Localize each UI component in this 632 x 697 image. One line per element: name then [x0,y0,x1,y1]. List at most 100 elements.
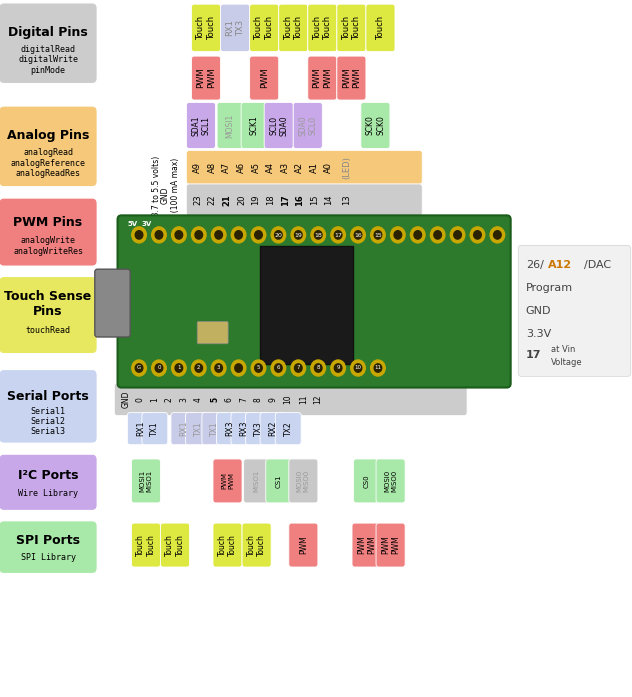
FancyBboxPatch shape [131,523,161,567]
FancyBboxPatch shape [337,4,366,52]
Text: A12: A12 [548,260,572,270]
Circle shape [251,227,265,243]
FancyBboxPatch shape [231,413,257,445]
Text: G: G [137,365,141,370]
FancyBboxPatch shape [308,4,337,52]
Text: 13: 13 [342,194,351,206]
Text: 6: 6 [225,397,234,401]
Text: 3.3V: 3.3V [526,329,551,339]
FancyBboxPatch shape [250,4,279,52]
Text: A7: A7 [222,162,231,173]
Circle shape [391,227,405,243]
FancyBboxPatch shape [216,413,242,445]
Text: 18: 18 [266,194,275,206]
Text: PWM: PWM [299,536,308,554]
Text: Digital Pins: Digital Pins [8,26,88,38]
FancyBboxPatch shape [265,459,292,503]
FancyBboxPatch shape [245,413,271,445]
Text: 1: 1 [150,397,159,401]
Text: 9: 9 [336,365,340,370]
Circle shape [191,227,206,243]
Circle shape [295,231,302,239]
Text: SDA1
SCL1: SDA1 SCL1 [191,115,210,136]
Circle shape [235,364,243,372]
FancyBboxPatch shape [352,523,381,567]
Text: A1: A1 [310,162,319,173]
FancyBboxPatch shape [0,3,97,84]
Text: 15: 15 [374,233,382,238]
FancyBboxPatch shape [213,459,242,503]
Text: 16: 16 [295,194,304,206]
Text: PWM
PWM: PWM PWM [357,536,376,554]
Text: 17: 17 [334,233,342,238]
Text: 17: 17 [281,194,289,206]
FancyBboxPatch shape [128,413,154,445]
Circle shape [215,364,222,372]
Text: 5: 5 [210,397,219,402]
Circle shape [135,364,143,372]
Circle shape [211,227,226,243]
Text: A8: A8 [208,162,217,173]
Text: A5: A5 [252,162,260,173]
Text: PWM
PWM: PWM PWM [313,68,332,89]
Text: A6: A6 [237,162,246,173]
FancyBboxPatch shape [0,198,97,266]
Text: 15: 15 [310,194,319,206]
Text: CS1: CS1 [276,474,282,488]
Text: RX1
TX3: RX1 TX3 [226,20,245,36]
Text: RX1: RX1 [136,421,145,436]
Text: SCL0
SDA0: SCL0 SDA0 [269,115,288,136]
Text: 4: 4 [194,397,203,401]
FancyBboxPatch shape [186,413,211,445]
Text: 2: 2 [165,397,174,401]
FancyBboxPatch shape [376,523,405,567]
Text: PWM: PWM [260,68,269,89]
Circle shape [175,364,183,372]
FancyBboxPatch shape [114,383,467,415]
FancyBboxPatch shape [289,459,318,503]
Circle shape [334,231,342,239]
Circle shape [334,364,342,372]
FancyBboxPatch shape [0,521,97,574]
Circle shape [411,227,425,243]
Text: Touch
Touch: Touch Touch [255,16,274,40]
Text: GND: GND [526,306,551,316]
Text: Serial Ports: Serial Ports [7,390,89,403]
FancyBboxPatch shape [213,523,242,567]
Text: I²C Ports: I²C Ports [18,468,78,482]
Text: TX1: TX1 [210,422,219,436]
Text: /DAC: /DAC [584,260,611,270]
FancyBboxPatch shape [264,102,293,148]
Text: SPI Library: SPI Library [20,553,76,562]
FancyBboxPatch shape [260,413,286,445]
FancyBboxPatch shape [0,369,97,443]
Text: 12: 12 [313,395,322,404]
Text: at Vin: at Vin [551,346,576,354]
Circle shape [155,231,163,239]
FancyBboxPatch shape [217,102,243,148]
Text: 3: 3 [179,397,188,401]
FancyBboxPatch shape [366,4,395,52]
Circle shape [331,360,345,376]
Text: MISO1: MISO1 [253,470,260,492]
Circle shape [394,231,402,239]
FancyBboxPatch shape [376,459,405,503]
Text: Touch
Touch: Touch Touch [313,16,332,40]
Text: A9: A9 [193,162,202,173]
Text: 7: 7 [240,397,248,401]
Circle shape [311,360,325,376]
Text: GND: GND [161,186,170,204]
FancyBboxPatch shape [131,459,161,503]
FancyBboxPatch shape [242,523,271,567]
Text: 19: 19 [295,233,302,238]
Text: PWM
PWM: PWM PWM [342,68,361,89]
Circle shape [315,364,322,372]
FancyBboxPatch shape [202,413,228,445]
Text: SPI Ports: SPI Ports [16,534,80,547]
Circle shape [331,227,345,243]
Circle shape [231,227,246,243]
Text: Touch
Touch: Touch Touch [247,534,266,556]
Text: 10: 10 [355,365,362,370]
Text: 8: 8 [317,365,320,370]
Text: PWM
PWM: PWM PWM [381,536,400,554]
